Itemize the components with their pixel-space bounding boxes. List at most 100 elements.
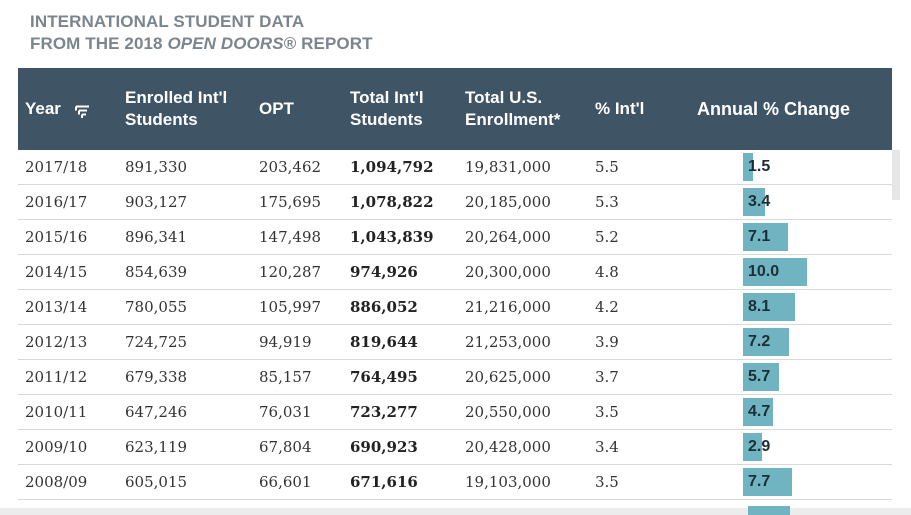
cell-enrolled: 896,341: [125, 228, 188, 246]
cell-enrolled: 679,338: [125, 368, 188, 386]
change-bar: [743, 258, 807, 286]
cell-enrolled: 623,119: [125, 438, 188, 456]
table-row: 2012/13 724,725 94,919 819,644 21,253,000 3.9…: [18, 325, 892, 360]
column-header-annual-change[interactable]: Annual % Change: [697, 68, 877, 150]
cell-pct-intl: 5.3: [595, 193, 619, 211]
column-header-enrolled[interactable]: Enrolled Int'l Students: [125, 68, 245, 150]
cell-pct-intl: 5.5: [595, 158, 619, 176]
cell-opt: 94,919: [259, 333, 312, 351]
bottom-edge: [0, 508, 911, 515]
cell-pct-intl: 4.2: [595, 298, 619, 316]
change-bar: [743, 398, 773, 426]
change-bar-label: 7.1: [748, 228, 771, 245]
cell-total-us: 20,550,000: [465, 403, 551, 421]
cell-total-intl: 886,052: [350, 298, 418, 316]
cell-pct-intl: 3.5: [595, 403, 619, 421]
page-heading: INTERNATIONAL STUDENT DATA FROM THE 2018…: [30, 11, 373, 55]
cell-opt: 147,498: [259, 228, 322, 246]
cell-year: 2011/12: [25, 368, 88, 386]
cell-enrolled: 724,725: [125, 333, 188, 351]
cell-total-us: 19,103,000: [465, 473, 551, 491]
cell-pct-intl: 4.8: [595, 263, 619, 281]
student-data-table: Year Enrolled Int'l Students OPT Total In…: [18, 68, 892, 515]
cell-total-us: 19,831,000: [465, 158, 551, 176]
heading-line-2-italic: OPEN DOORS: [167, 34, 284, 53]
change-bar: [743, 293, 795, 321]
cell-total-us: 21,216,000: [465, 298, 551, 316]
change-bar-label: 7.2: [748, 333, 771, 350]
column-header-total-intl[interactable]: Total Int'l Students: [350, 68, 450, 150]
partial-row-bar: [748, 506, 790, 515]
cell-pct-intl: 3.4: [595, 438, 619, 456]
heading-line-2-suffix: ® REPORT: [283, 34, 373, 53]
table-row: 2014/15 854,639 120,287 974,926 20,300,000 4.…: [18, 255, 892, 290]
cell-pct-intl: 5.2: [595, 228, 619, 246]
change-bar: [743, 223, 788, 251]
column-header-year[interactable]: Year: [25, 68, 125, 150]
table-row: 2011/12 679,338 85,157 764,495 20,625,000 3.7…: [18, 360, 892, 395]
cell-pct-intl: 3.5: [595, 473, 619, 491]
cell-opt: 105,997: [259, 298, 322, 316]
cell-total-intl: 723,277: [350, 403, 418, 421]
column-header-enrolled-line1: Enrolled Int'l: [125, 88, 228, 107]
column-header-year-label: Year: [25, 99, 61, 118]
cell-year: 2012/13: [25, 333, 88, 351]
column-header-opt-label: OPT: [259, 99, 294, 118]
table-row: 2009/10 623,119 67,804 690,923 20,428,000 3.4…: [18, 430, 892, 465]
cell-enrolled: 854,639: [125, 263, 188, 281]
cell-total-intl: 1,094,792: [350, 158, 434, 176]
heading-line-2: FROM THE 2018 OPEN DOORS® REPORT: [30, 33, 373, 55]
heading-line-2-prefix: FROM THE 2018: [30, 34, 168, 53]
cell-total-us: 20,185,000: [465, 193, 551, 211]
cell-total-intl: 1,043,839: [350, 228, 434, 246]
column-header-total-us-line2: Enrollment*: [465, 110, 561, 129]
cell-enrolled: 891,330: [125, 158, 188, 176]
heading-line-1: INTERNATIONAL STUDENT DATA: [30, 12, 305, 31]
column-header-total-us[interactable]: Total U.S. Enrollment*: [465, 68, 585, 150]
cell-total-intl: 819,644: [350, 333, 418, 351]
column-header-pct-intl-label: % Int'l: [595, 99, 645, 118]
table-row: 2016/17 903,127 175,695 1,078,822 20,185,000…: [18, 185, 892, 220]
cell-total-intl: 671,616: [350, 473, 418, 491]
cell-opt: 175,695: [259, 193, 322, 211]
column-header-total-intl-line2: Students: [350, 110, 423, 129]
cell-total-us: 20,625,000: [465, 368, 551, 386]
cell-total-us: 20,264,000: [465, 228, 551, 246]
change-bar: [743, 153, 753, 181]
cell-year: 2017/18: [25, 158, 88, 176]
cell-total-us: 21,253,000: [465, 333, 551, 351]
cell-total-us: 20,428,000: [465, 438, 551, 456]
cell-opt: 85,157: [259, 368, 312, 386]
cell-enrolled: 605,015: [125, 473, 188, 491]
cell-opt: 120,287: [259, 263, 322, 281]
cell-total-intl: 690,923: [350, 438, 418, 456]
change-bar: [743, 433, 762, 461]
table-row: 2015/16 896,341 147,498 1,043,839 20,264,000…: [18, 220, 892, 255]
change-bar-label: 8.1: [748, 298, 771, 315]
cell-pct-intl: 3.7: [595, 368, 619, 386]
change-bar-label: 1.5: [748, 158, 771, 175]
change-bar-label: 10.0: [748, 263, 780, 280]
cell-year: 2009/10: [25, 438, 88, 456]
cell-total-intl: 974,926: [350, 263, 418, 281]
cell-total-intl: 764,495: [350, 368, 418, 386]
sort-filter-icon[interactable]: [74, 103, 91, 118]
change-bar: [743, 328, 789, 356]
cell-pct-intl: 3.9: [595, 333, 619, 351]
cell-enrolled: 903,127: [125, 193, 188, 211]
cell-year: 2015/16: [25, 228, 88, 246]
scrollbar[interactable]: [892, 150, 900, 200]
change-bar-label: 5.7: [748, 368, 771, 385]
cell-year: 2010/11: [25, 403, 88, 421]
column-header-enrolled-line2: Students: [125, 110, 198, 129]
change-bar-label: 3.4: [748, 193, 771, 210]
cell-enrolled: 647,246: [125, 403, 188, 421]
column-header-pct-intl[interactable]: % Int'l: [595, 68, 675, 150]
cell-opt: 76,031: [259, 403, 312, 421]
table-row: 2017/18 891,330 203,462 1,094,792 19,831,000…: [18, 150, 892, 185]
change-bar-label: 7.7: [748, 473, 771, 490]
column-header-opt[interactable]: OPT: [259, 68, 339, 150]
cell-total-intl: 1,078,822: [350, 193, 434, 211]
table-row: 2008/09 605,015 66,601 671,616 19,103,000 3.5…: [18, 465, 892, 500]
column-header-total-intl-line1: Total Int'l: [350, 88, 424, 107]
